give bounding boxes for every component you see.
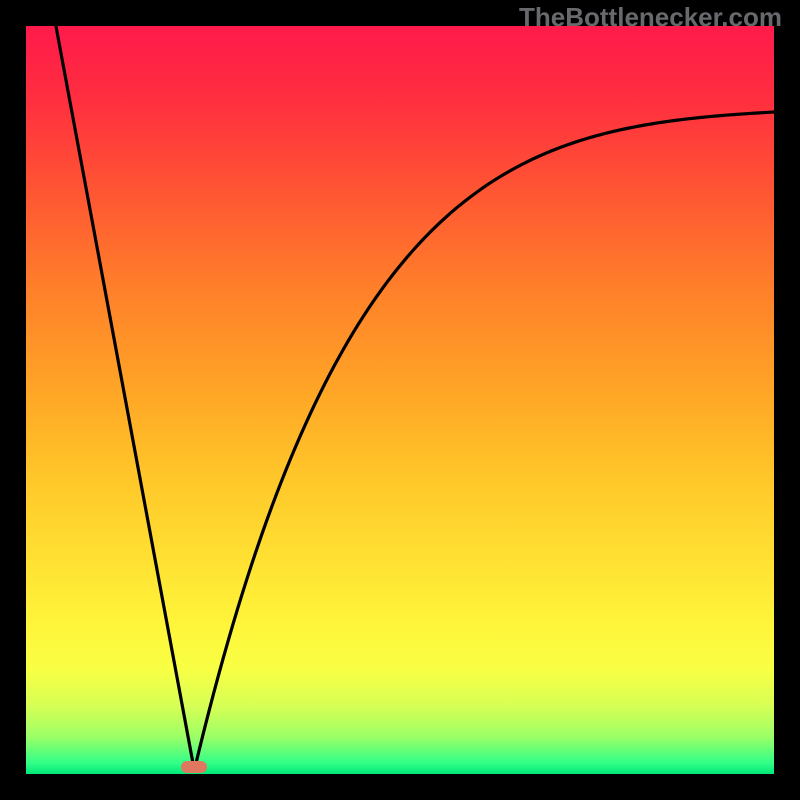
bottleneck-curve xyxy=(26,26,774,774)
watermark-text: TheBottlenecker.com xyxy=(519,2,782,33)
chart-container: TheBottlenecker.com xyxy=(0,0,800,800)
optimum-marker xyxy=(181,761,207,773)
curve-path xyxy=(56,26,774,770)
plot-area xyxy=(26,26,774,774)
